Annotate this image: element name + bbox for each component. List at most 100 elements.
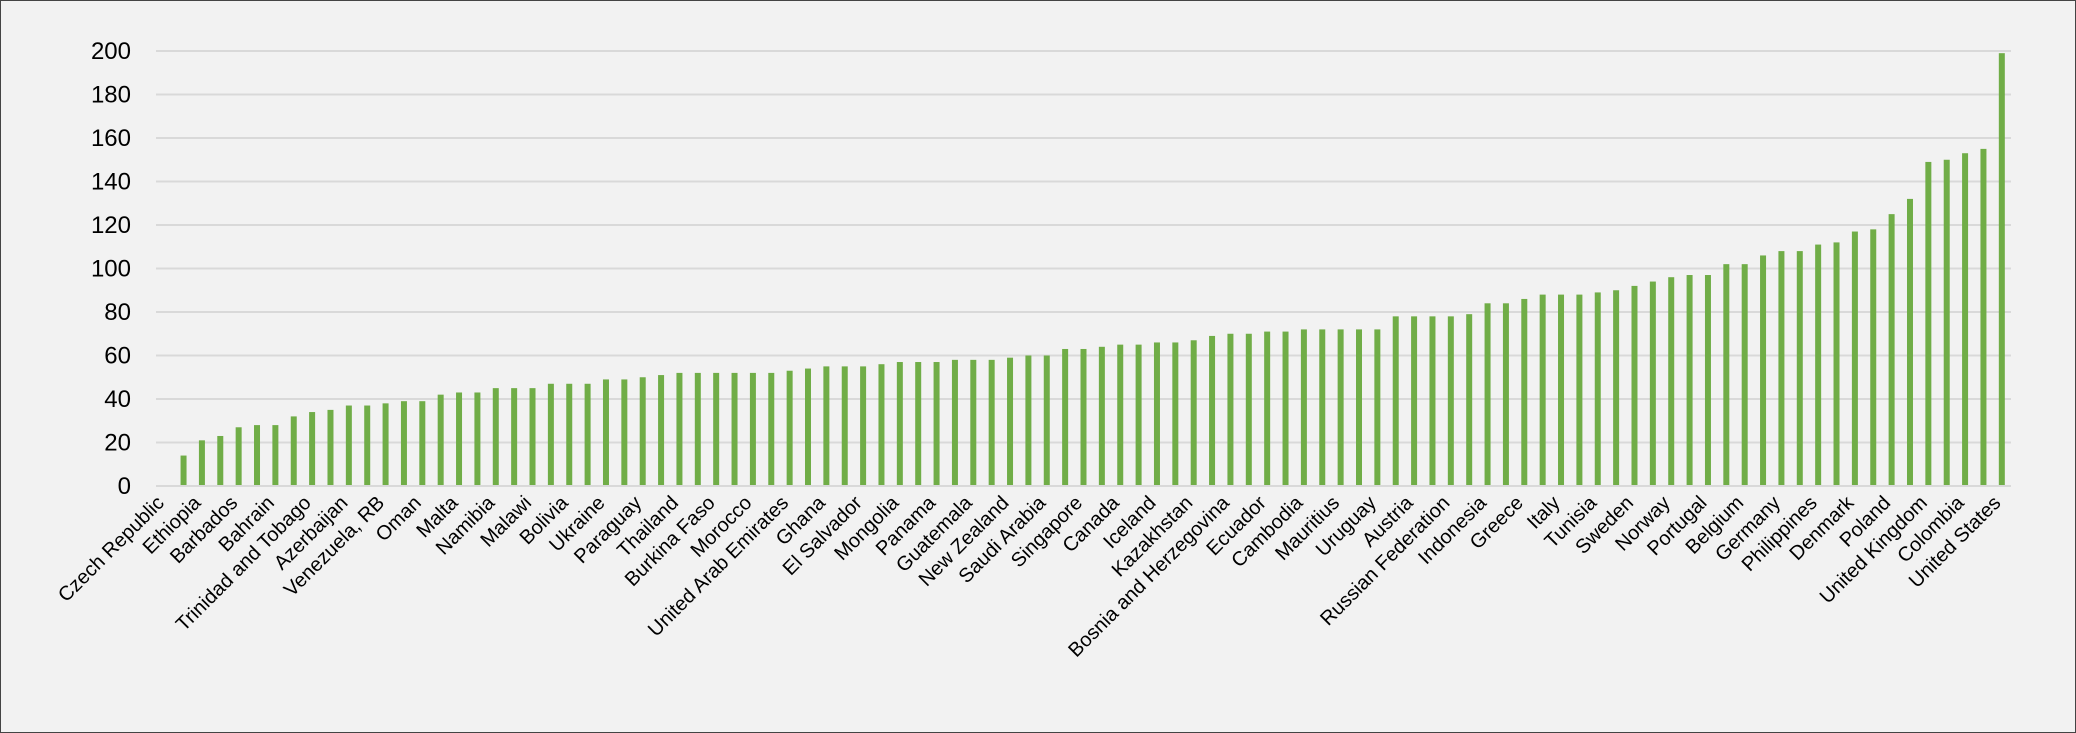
bar [1649, 281, 1656, 486]
bar [1760, 255, 1767, 486]
bar [1374, 329, 1381, 486]
bar [1282, 331, 1289, 486]
bar [860, 366, 867, 487]
bar [1043, 355, 1050, 486]
bar [198, 440, 205, 486]
bar [1704, 275, 1711, 486]
x-axis-category-labels: Czech RepublicEthiopiaBarbadosBahrainTri… [54, 491, 2005, 661]
bar [1264, 331, 1271, 486]
bar [1851, 231, 1858, 486]
bar [1447, 316, 1454, 486]
bar [529, 388, 536, 487]
bar [713, 372, 720, 486]
bar-series [180, 53, 2005, 487]
bar [1245, 333, 1252, 486]
bar [511, 388, 518, 487]
bar [933, 362, 940, 486]
y-tick-label: 20 [104, 430, 131, 457]
bar [805, 368, 811, 486]
bar [823, 366, 830, 487]
bar [1135, 344, 1142, 487]
bar [1778, 251, 1785, 486]
bar [1337, 329, 1344, 486]
y-tick-label: 200 [91, 38, 131, 65]
bar [1576, 294, 1583, 486]
bar [1356, 329, 1362, 486]
bar [1521, 298, 1528, 486]
bar [1815, 244, 1822, 486]
bar [1062, 348, 1069, 486]
bar [970, 359, 977, 486]
bar [1153, 342, 1160, 486]
bar [1539, 294, 1546, 486]
bar [1502, 303, 1509, 486]
bar [235, 427, 242, 486]
y-tick-label: 0 [118, 473, 131, 500]
bar [1980, 148, 1987, 487]
bar [1117, 344, 1124, 487]
bar [1007, 357, 1014, 486]
bar [1613, 290, 1620, 486]
bar [474, 392, 481, 486]
y-tick-label: 60 [104, 343, 131, 370]
bar [1906, 198, 1913, 486]
bar [749, 372, 756, 486]
bar [915, 362, 922, 486]
bar [1998, 53, 2005, 487]
bar [1080, 348, 1087, 486]
y-tick-label: 100 [91, 256, 131, 283]
bar [1558, 294, 1565, 486]
bar [437, 394, 444, 486]
bar [1300, 329, 1307, 486]
bar [1098, 346, 1105, 486]
bar [1741, 264, 1748, 486]
bar [841, 366, 848, 487]
y-tick-label: 120 [91, 212, 131, 239]
y-tick-label: 180 [91, 82, 131, 109]
bar [272, 425, 279, 486]
bar [1870, 229, 1877, 486]
bar [364, 405, 371, 486]
bar [1411, 316, 1418, 486]
bar [1686, 275, 1693, 486]
bar [1209, 335, 1216, 486]
bar [1227, 333, 1234, 486]
y-tick-label: 160 [91, 125, 131, 152]
bar [768, 372, 775, 486]
bar [658, 375, 665, 486]
bar [1888, 214, 1895, 487]
bar [1319, 329, 1326, 486]
bar [217, 435, 224, 486]
bar [694, 372, 701, 486]
bar [639, 377, 646, 486]
bar [1925, 161, 1932, 486]
bar [1429, 316, 1436, 486]
bar [1466, 314, 1473, 486]
bar [1631, 285, 1638, 486]
bar [180, 455, 187, 486]
y-tick-label: 80 [104, 299, 131, 326]
bar [1962, 153, 1969, 486]
bar [1025, 355, 1032, 486]
bar [1796, 251, 1803, 486]
bar [786, 370, 793, 486]
bar [566, 383, 573, 486]
y-tick-label: 40 [104, 386, 131, 413]
bar [731, 372, 738, 486]
bar [951, 359, 958, 486]
bar [1392, 316, 1399, 486]
bar [896, 362, 903, 486]
y-axis-tick-labels: 0 20 40 60 80 100 120 140 160 180 200 [91, 38, 131, 500]
bar [1668, 277, 1675, 486]
bar [492, 388, 499, 487]
bar [419, 401, 426, 486]
bar [621, 379, 628, 486]
bar [254, 425, 261, 486]
bar [1172, 342, 1179, 486]
bar [309, 412, 316, 486]
bar [1484, 303, 1491, 486]
bar [1943, 159, 1950, 486]
bar [290, 416, 297, 486]
y-tick-label: 140 [91, 169, 131, 196]
